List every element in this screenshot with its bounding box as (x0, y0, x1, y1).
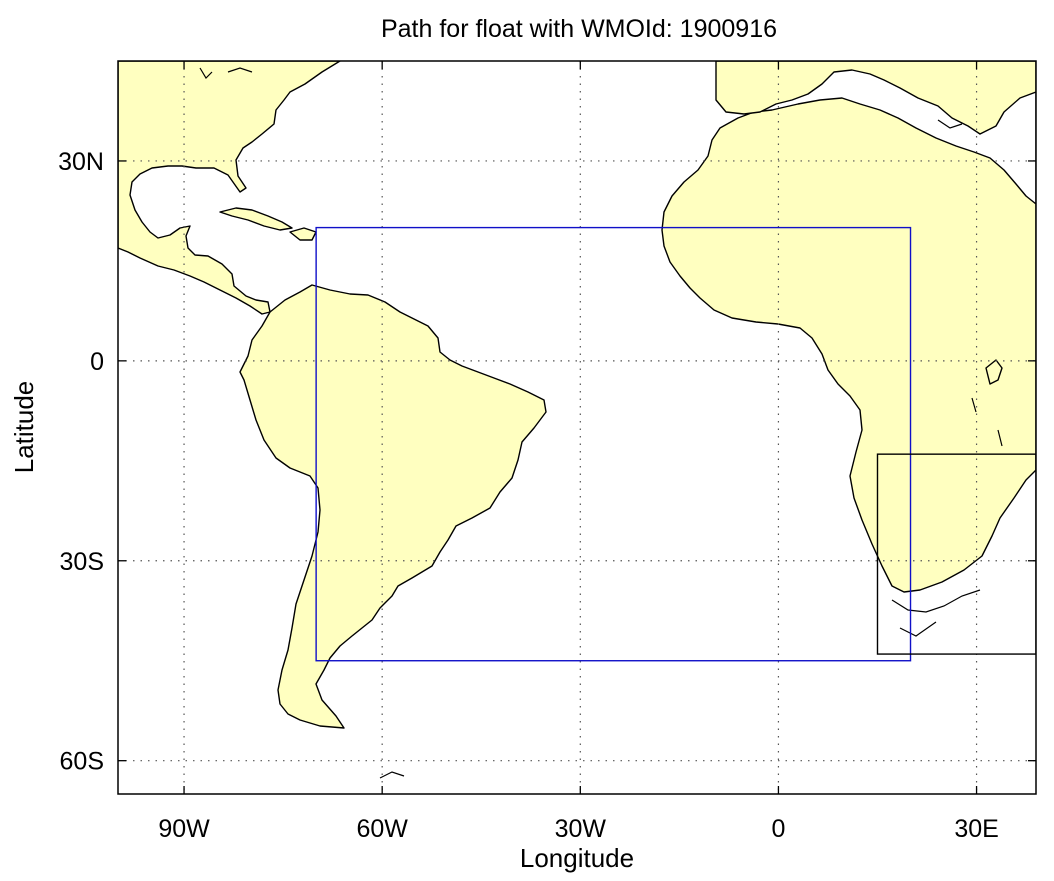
y-tick-label: 30S (60, 548, 104, 576)
y-tick-label: 0 (90, 348, 104, 376)
y-axis-ticks: 30N 0 30S 60S (58, 148, 1036, 776)
europe-land (715, 61, 1036, 135)
north-america-land (118, 61, 341, 315)
y-tick-label: 60S (60, 748, 104, 776)
madagascar-land (985, 359, 1003, 385)
africa-land (661, 61, 1036, 593)
plot-area (118, 61, 1036, 794)
map-frame (117, 60, 1037, 795)
cuba-land (219, 207, 293, 231)
x-axis-ticks: 90W 60W 30W 0 30E (158, 61, 999, 843)
misc-coast (379, 397, 1003, 779)
southern-ocean-lines (891, 589, 981, 637)
chart-title: Path for float with WMOId: 1900916 (381, 15, 777, 43)
aegean-coast (937, 119, 963, 129)
x-axis-title: Longitude (520, 843, 634, 873)
y-axis-title: Latitude (9, 381, 39, 474)
x-tick-label: 30W (555, 815, 607, 843)
inset-region-box (876, 453, 1036, 655)
y-tick-label: 30N (58, 148, 104, 176)
x-tick-label: 90W (158, 815, 210, 843)
hispaniola-land (289, 227, 317, 241)
x-tick-label: 0 (771, 815, 785, 843)
x-tick-label: 60W (356, 815, 408, 843)
grid-lines (118, 61, 1036, 794)
region-boxes (315, 226, 1036, 662)
float-region-box (315, 226, 912, 662)
hudson-coast (199, 67, 253, 79)
x-tick-label: 30E (954, 815, 998, 843)
